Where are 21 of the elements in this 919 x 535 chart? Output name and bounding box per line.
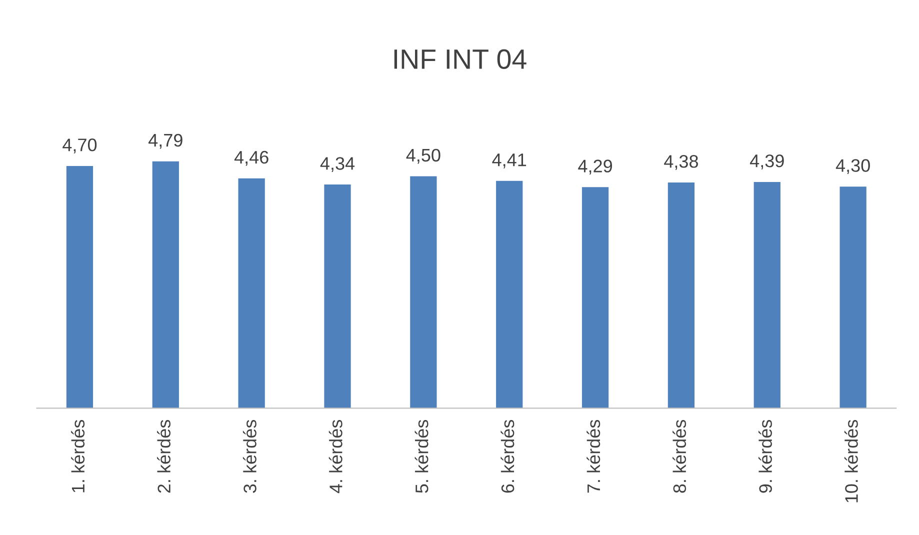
data-label: 4,34 — [320, 157, 355, 172]
data-label: 4,29 — [578, 160, 612, 175]
data-label: 4,79 — [148, 134, 182, 149]
x-tick-label: 3. kérdés — [242, 420, 256, 493]
data-label: 4,30 — [836, 159, 870, 174]
data-label: 4,50 — [406, 148, 440, 164]
x-tick-label: 5. kérdés — [414, 420, 428, 493]
data-label: 4,38 — [664, 155, 698, 170]
x-tick-label: 8. kérdés — [672, 420, 686, 493]
data-label: 4,41 — [492, 154, 526, 168]
data-label: 4,39 — [750, 154, 784, 170]
data-label: 4,70 — [62, 138, 97, 154]
x-tick-label: 10. kérdés — [844, 420, 858, 502]
x-tick-label: 6. kérdés — [500, 420, 514, 493]
x-tick-label: 9. kérdés — [758, 420, 772, 493]
x-tick-label: 7. kérdés — [586, 420, 600, 493]
x-tick-label: 1. kérdés — [71, 420, 85, 492]
x-tick-label: 2. kérdés — [157, 420, 170, 493]
x-tick-label: 4. kérdés — [328, 420, 342, 494]
data-label: 4,46 — [234, 150, 268, 166]
chart-title: INF INT 04 — [394, 49, 526, 69]
